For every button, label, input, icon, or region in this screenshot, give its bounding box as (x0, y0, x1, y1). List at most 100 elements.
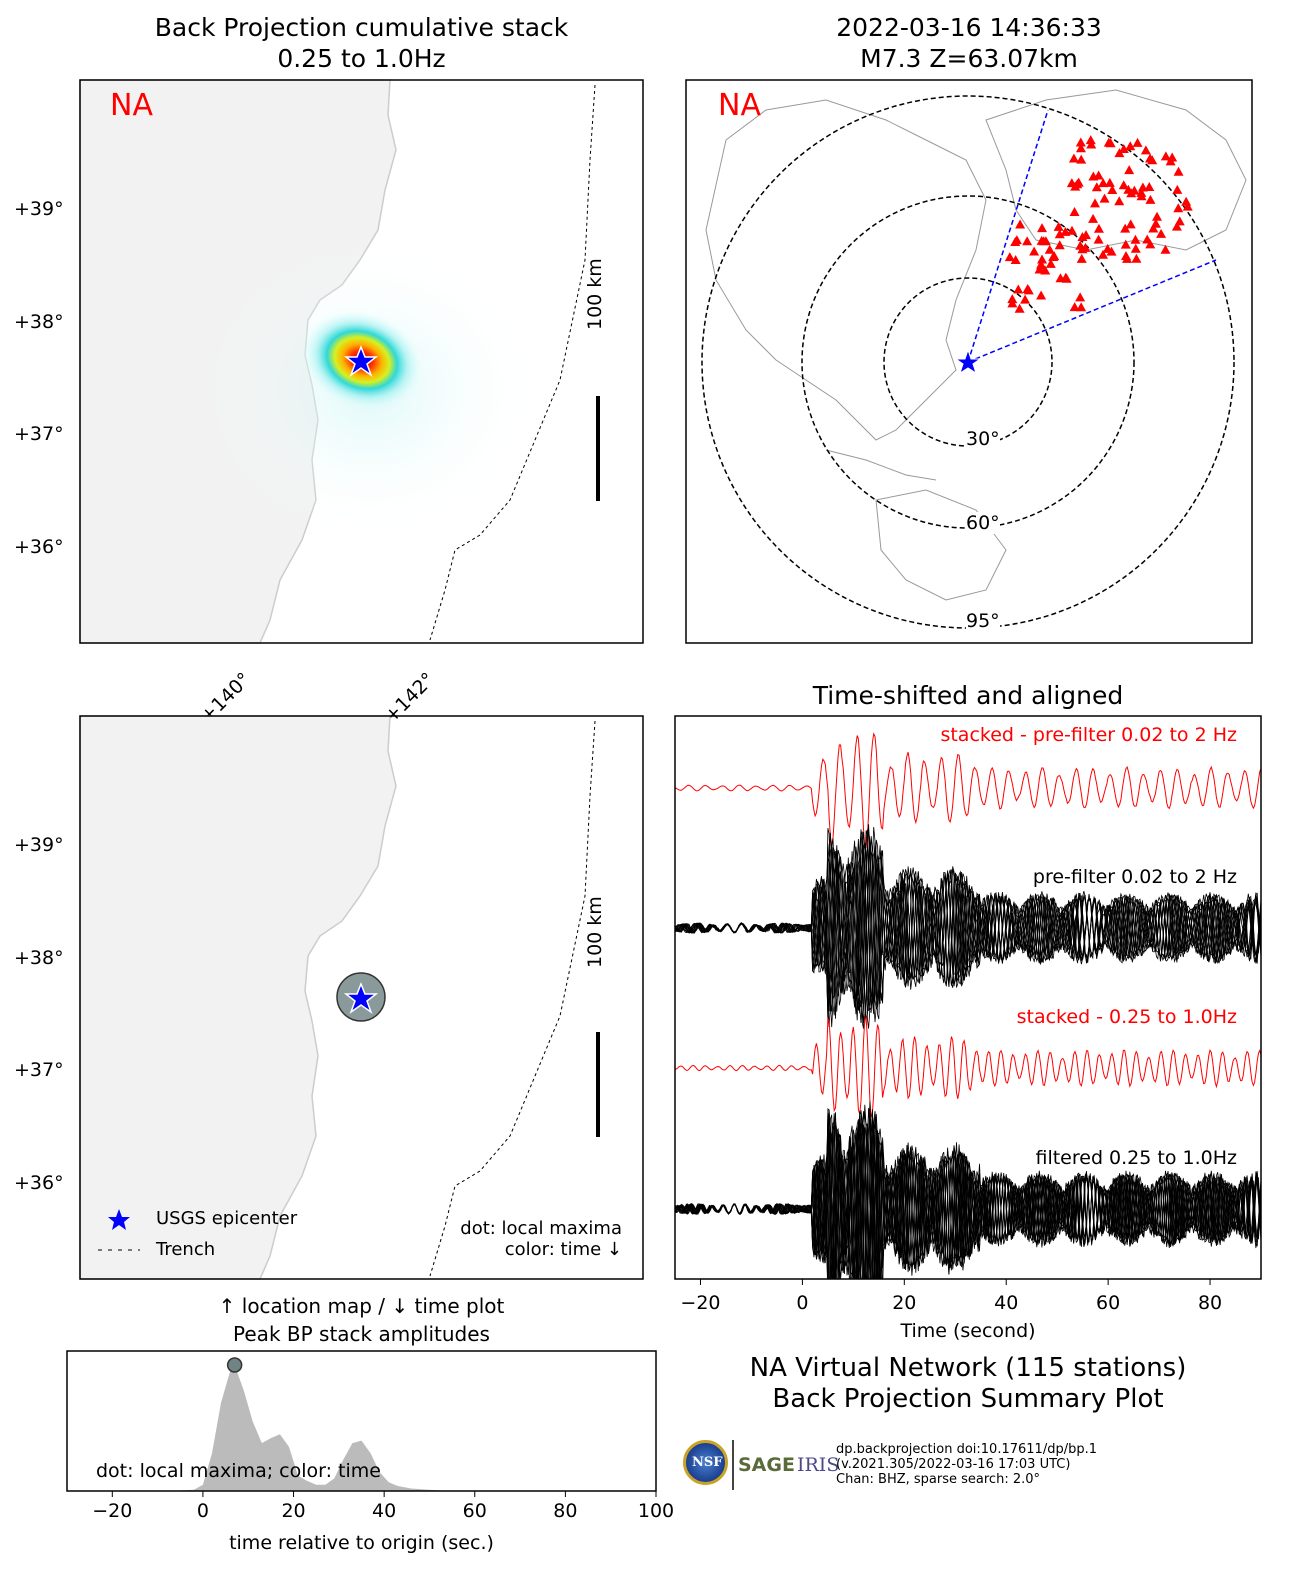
station-triangle (1165, 156, 1176, 166)
ring-label-95: 95° (966, 610, 1000, 632)
stack-map-frame (79, 79, 644, 644)
sage-logo: SAGE (738, 1454, 795, 1476)
station-triangle (1102, 243, 1113, 253)
station-triangle (1132, 137, 1143, 147)
station-triangle (1076, 253, 1087, 263)
station-triangle (1070, 181, 1081, 191)
station-triangle (1038, 236, 1049, 246)
station-triangle (1076, 154, 1087, 164)
station-triangle (1054, 240, 1065, 250)
peak-lat-tick-36: +36° (14, 1172, 64, 1194)
trace-line (675, 842, 1261, 1008)
traces-xlabel: Time (second) (900, 1320, 1036, 1342)
station-triangle (1075, 143, 1086, 153)
station-triangle (1088, 213, 1099, 223)
label-stacked-filtered: stacked - 0.25 to 1.0Hz (1016, 1006, 1237, 1028)
amplitude-x-tick-label: 20 (281, 1500, 306, 1522)
nsf-logo-text: NSF (692, 1455, 723, 1470)
station-triangle (1145, 194, 1156, 204)
traces-x-tick-label: 0 (796, 1292, 809, 1314)
station-triangle (1105, 138, 1116, 148)
summary-line2: Back Projection Summary Plot (772, 1384, 1164, 1414)
station-triangle (1114, 196, 1125, 206)
station-triangle (1125, 219, 1136, 229)
station-triangle (1172, 184, 1183, 194)
summary-title: NA Virtual Network (115 stations) Back P… (675, 1353, 1261, 1415)
nsf-logo: NSF (683, 1440, 728, 1485)
station-triangle (1160, 244, 1171, 254)
station-triangle (1142, 234, 1153, 244)
peak-map-note-line2: color: time ↓ (504, 1239, 622, 1260)
traces-x-tick-label: 20 (892, 1292, 917, 1314)
footer-line1: dp.backprojection doi:10.17611/dp/bp.1 (836, 1442, 1097, 1457)
station-triangle (1173, 166, 1184, 176)
station-triangle (1124, 165, 1135, 175)
lat-tick-37: +37° (14, 423, 64, 445)
amplitude-note: dot: local maxima; color: time (96, 1460, 381, 1482)
station-triangle (1173, 203, 1184, 213)
station-map-frame (685, 79, 1253, 644)
map-caption: ↑ location map / ↓ time plot Peak BP sta… (80, 1292, 643, 1348)
station-triangle (1034, 264, 1045, 274)
amplitude-area (67, 1365, 656, 1491)
peak-epicenter-star (343, 981, 379, 1014)
stack-map-title-line1: Back Projection cumulative stack (154, 13, 569, 42)
station-triangle (1130, 234, 1141, 244)
station-triangle (1171, 221, 1182, 231)
lat-tick-36: +36° (14, 536, 64, 558)
label-stacked-broadband: stacked - pre-filter 0.02 to 2 Hz (940, 724, 1237, 746)
map-caption-line2: Peak BP stack amplitudes (233, 1322, 490, 1346)
peak-map-frame (79, 715, 644, 1280)
station-triangle (1099, 193, 1110, 203)
ring-label-30: 30° (966, 428, 1000, 450)
lat-tick-39: +39° (14, 198, 64, 220)
trace-bundle-filtered (675, 1101, 1261, 1279)
station-triangle (1148, 223, 1159, 233)
station-triangle (1044, 244, 1055, 254)
station-map (685, 79, 1253, 644)
traces-x-tick-label: −20 (680, 1292, 721, 1314)
station-triangle (1104, 177, 1115, 187)
land-honshu-peak (79, 715, 397, 1280)
station-map-region-text: NA (718, 88, 761, 123)
station-triangle (1010, 254, 1021, 264)
traces-plot (674, 715, 1262, 1285)
amplitude-x-tick-label: 100 (637, 1500, 675, 1522)
iris-logo: IRIS (797, 1454, 840, 1476)
station-triangle (1053, 221, 1064, 231)
logo-divider (732, 1440, 734, 1490)
peak-map-scale-label: 100 km (584, 896, 606, 968)
summary-line1: NA Virtual Network (115 stations) (749, 1353, 1187, 1383)
peak-map (79, 715, 644, 1280)
station-triangle (1136, 191, 1147, 201)
station-triangle (1107, 185, 1118, 195)
azimuth-line-2 (967, 259, 1217, 363)
trench-line (429, 84, 596, 641)
lat-tick-38: +38° (14, 311, 64, 333)
stack-map-region-text: NA (110, 88, 153, 123)
station-triangle (1037, 223, 1048, 233)
station-triangle (1152, 211, 1163, 221)
station-triangle (1182, 201, 1193, 211)
station-triangle (1014, 303, 1025, 313)
peak-map-scale-text: 100 km (584, 896, 606, 968)
station-triangle (1068, 153, 1079, 163)
station-triangle (1140, 145, 1151, 155)
station-triangle (1098, 249, 1109, 259)
traces-x-tick-label: 80 (1197, 1292, 1223, 1314)
station-triangle (1076, 302, 1087, 312)
amplitude-peak-dot (226, 1357, 243, 1373)
stack-map-region-label: NA (110, 88, 153, 123)
station-triangle (1049, 251, 1060, 261)
trace-bundle-broadband (675, 824, 1261, 1029)
traces-x-tick-label: 60 (1096, 1292, 1121, 1314)
station-markers (1004, 135, 1193, 313)
station-triangle (1137, 182, 1148, 192)
station-triangle (1045, 258, 1056, 268)
footer-line3: Chan: BHZ, sparse search: 2.0° (836, 1472, 1041, 1487)
station-triangle (1022, 283, 1033, 293)
station-triangle (1060, 272, 1071, 282)
station-triangle (1088, 171, 1099, 181)
peak-map-note-line1: dot: local maxima (460, 1218, 622, 1239)
station-triangle (1130, 243, 1141, 253)
